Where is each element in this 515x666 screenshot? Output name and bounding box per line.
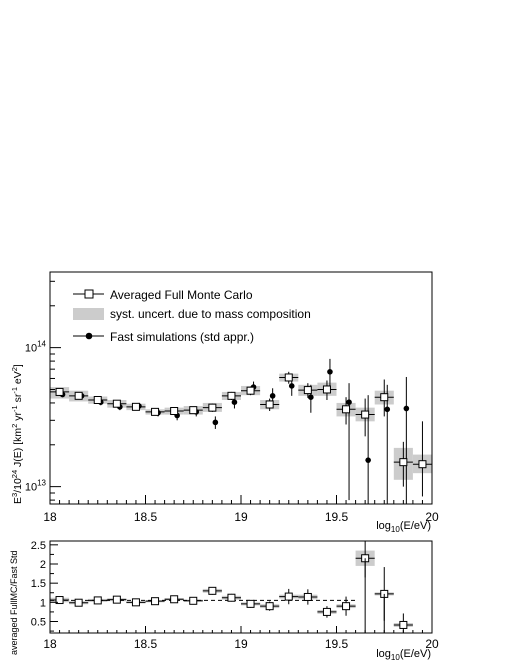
fast-point bbox=[231, 399, 238, 405]
fast-point bbox=[288, 383, 295, 389]
bottom-x-axis-label: log10(E/eV) bbox=[376, 648, 431, 662]
top-panel: 18 18.5 19 19.5 20 1013 1014 log10(E/eV) E3/1… bbox=[10, 271, 439, 534]
ratio-point bbox=[93, 596, 102, 605]
mc-point bbox=[303, 386, 312, 395]
mc-point bbox=[380, 393, 389, 402]
x-tick-label: 20 bbox=[425, 637, 439, 651]
mc-point bbox=[322, 385, 331, 394]
mc-point bbox=[74, 391, 83, 400]
ratio-point bbox=[246, 599, 255, 608]
fast-point bbox=[327, 369, 333, 375]
mc-point bbox=[112, 399, 121, 408]
bottom-data-points bbox=[50, 541, 413, 633]
y-tick-label: 1 bbox=[40, 597, 46, 609]
x-tick-label: 20 bbox=[425, 510, 439, 524]
bottom-syst-bands bbox=[50, 550, 413, 627]
y-tick-label: 1.5 bbox=[31, 578, 46, 590]
mc-point bbox=[265, 400, 274, 409]
mc-point bbox=[93, 395, 102, 404]
y-tick-label: 1014 bbox=[25, 340, 47, 355]
fast-point bbox=[346, 399, 352, 405]
top-data-points bbox=[50, 358, 432, 504]
x-tick-label: 18 bbox=[43, 510, 57, 524]
top-y-axis-label: E3/1024 J(E) [km2 yr-1 sr-1 eV2] bbox=[10, 364, 24, 504]
ratio-point bbox=[112, 595, 121, 604]
ratio-point bbox=[131, 598, 140, 607]
legend-fast: Fast simulations (std appr.) bbox=[110, 330, 254, 344]
ratio-point bbox=[322, 607, 331, 616]
mc-point bbox=[418, 460, 427, 469]
mc-point bbox=[246, 386, 255, 395]
ratio-point bbox=[284, 592, 293, 601]
mc-point bbox=[342, 405, 351, 414]
top-x-axis-label: log10(E/eV) bbox=[376, 520, 431, 534]
y-tick-label: 0.5 bbox=[31, 617, 46, 629]
bottom-y-axis: 0.5 1 1.5 2 2.5 bbox=[31, 540, 58, 632]
mc-point bbox=[189, 406, 198, 415]
mc-point bbox=[361, 410, 370, 419]
x-tick-label: 18 bbox=[43, 637, 57, 651]
x-tick-label: 18.5 bbox=[134, 637, 158, 651]
mc-point bbox=[284, 373, 293, 382]
mc-point bbox=[170, 407, 179, 416]
ratio-point bbox=[151, 597, 160, 606]
mc-point bbox=[399, 458, 408, 467]
fast-point bbox=[212, 419, 219, 426]
fast-point bbox=[308, 394, 314, 400]
ratio-point bbox=[189, 596, 198, 605]
fast-point bbox=[384, 406, 391, 413]
mc-point bbox=[55, 387, 64, 396]
ratio-point bbox=[74, 598, 83, 607]
bottom-panel: 18 18.5 19 19.5 20 0.5 1 1.5 2 2.5 log10(E/eV) a… bbox=[9, 540, 439, 662]
fast-point bbox=[269, 393, 276, 399]
legend-full-mc: Averaged Full Monte Carlo bbox=[110, 288, 253, 302]
x-tick-label: 18.5 bbox=[134, 510, 158, 524]
x-tick-label: 19 bbox=[234, 510, 248, 524]
x-tick-label: 19 bbox=[234, 637, 248, 651]
fast-point bbox=[365, 457, 371, 463]
mc-point bbox=[227, 391, 236, 400]
x-tick-label: 19.5 bbox=[325, 637, 349, 651]
y-tick-label: 2 bbox=[40, 559, 46, 571]
top-x-axis: 18 18.5 19 19.5 20 bbox=[43, 495, 439, 524]
ratio-point bbox=[55, 596, 64, 605]
y-tick-label: 2.5 bbox=[31, 540, 46, 552]
legend-syst: syst. uncert. due to mass composition bbox=[110, 307, 311, 321]
bottom-y-axis-label: averaged FullMC/Fast Std bbox=[9, 550, 19, 655]
ratio-point bbox=[399, 620, 408, 629]
y-tick-label: 1013 bbox=[25, 479, 47, 494]
ratio-point bbox=[265, 602, 274, 611]
top-y-axis: 1013 1014 bbox=[25, 280, 61, 501]
ratio-point bbox=[342, 602, 351, 611]
mc-point bbox=[131, 402, 140, 411]
ratio-point bbox=[227, 593, 236, 602]
ratio-point bbox=[170, 595, 179, 604]
bottom-x-axis: 18 18.5 19 19.5 20 bbox=[43, 626, 439, 651]
mc-point bbox=[151, 407, 160, 416]
mc-point bbox=[208, 403, 217, 412]
top-syst-bands bbox=[50, 373, 432, 480]
ratio-point bbox=[208, 586, 217, 595]
ratio-point bbox=[303, 592, 312, 601]
x-tick-label: 19.5 bbox=[325, 510, 349, 524]
legend: Averaged Full Monte Carlo syst. uncert. … bbox=[73, 288, 311, 344]
fast-point bbox=[403, 405, 410, 412]
